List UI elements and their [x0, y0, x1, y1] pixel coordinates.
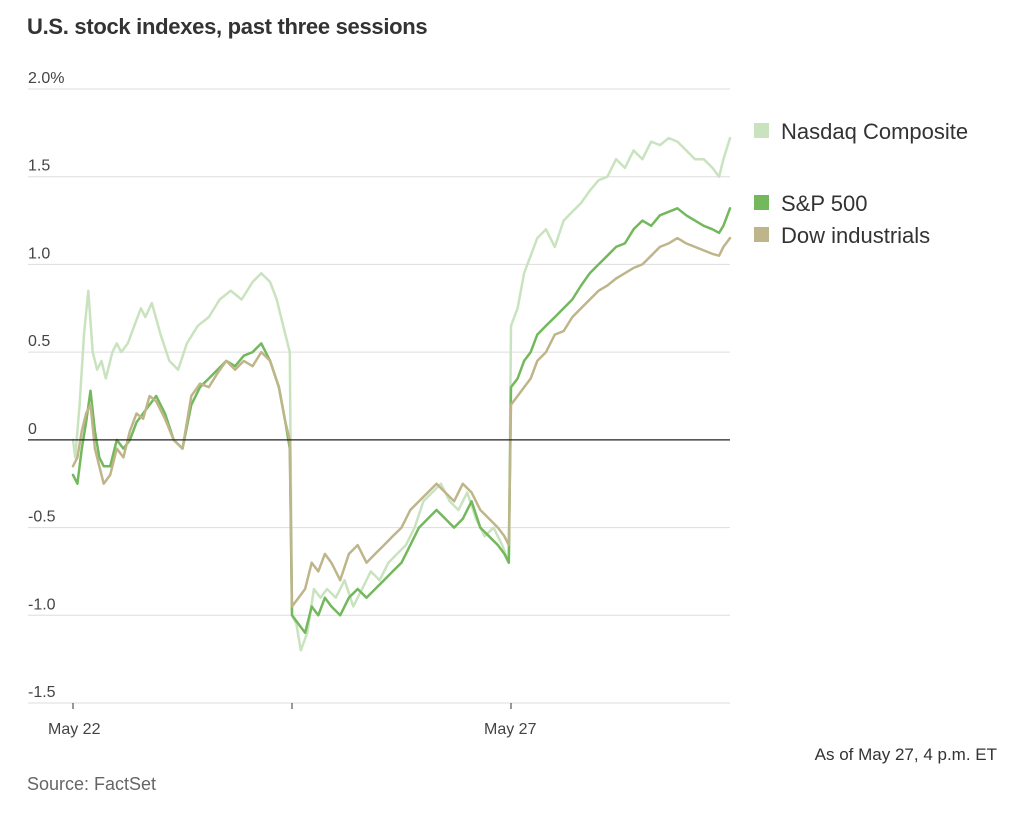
y-tick-label: 1.5 [28, 158, 50, 175]
legend-label: Dow industrials [781, 223, 930, 248]
timestamp-note: As of May 27, 4 p.m. ET [814, 745, 997, 764]
x-axis-ticks: May 22 May 27 [48, 703, 537, 738]
series-line-0 [71, 136, 732, 652]
y-tick-label: 0 [28, 421, 37, 438]
legend: Nasdaq Composite S&P 500 Dow industrials [754, 119, 968, 248]
legend-swatch [754, 123, 769, 138]
source-note: Source: FactSet [27, 774, 157, 794]
series-line-2 [71, 236, 732, 608]
y-tick-label: 0.5 [28, 333, 50, 350]
y-tick-label: 2.0% [28, 70, 64, 87]
y-tick-label: -0.5 [28, 509, 56, 526]
legend-label: Nasdaq Composite [781, 119, 968, 144]
series-lines [71, 136, 732, 652]
series-line-1 [71, 207, 732, 635]
x-tick-label: May 22 [48, 721, 101, 738]
y-tick-label: -1.0 [28, 596, 56, 613]
legend-swatch [754, 195, 769, 210]
grid-lines [28, 88, 730, 704]
legend-swatch [754, 227, 769, 242]
y-tick-label: 1.0 [28, 245, 50, 262]
legend-label: S&P 500 [781, 191, 867, 216]
y-axis-ticks: 2.0% 1.5 1.0 0.5 0 -0.5 -1.0 -1.5 [28, 70, 64, 701]
y-tick-label: -1.5 [28, 684, 56, 701]
chart-title: U.S. stock indexes, past three sessions [27, 14, 428, 39]
x-tick-label: May 27 [484, 721, 537, 738]
